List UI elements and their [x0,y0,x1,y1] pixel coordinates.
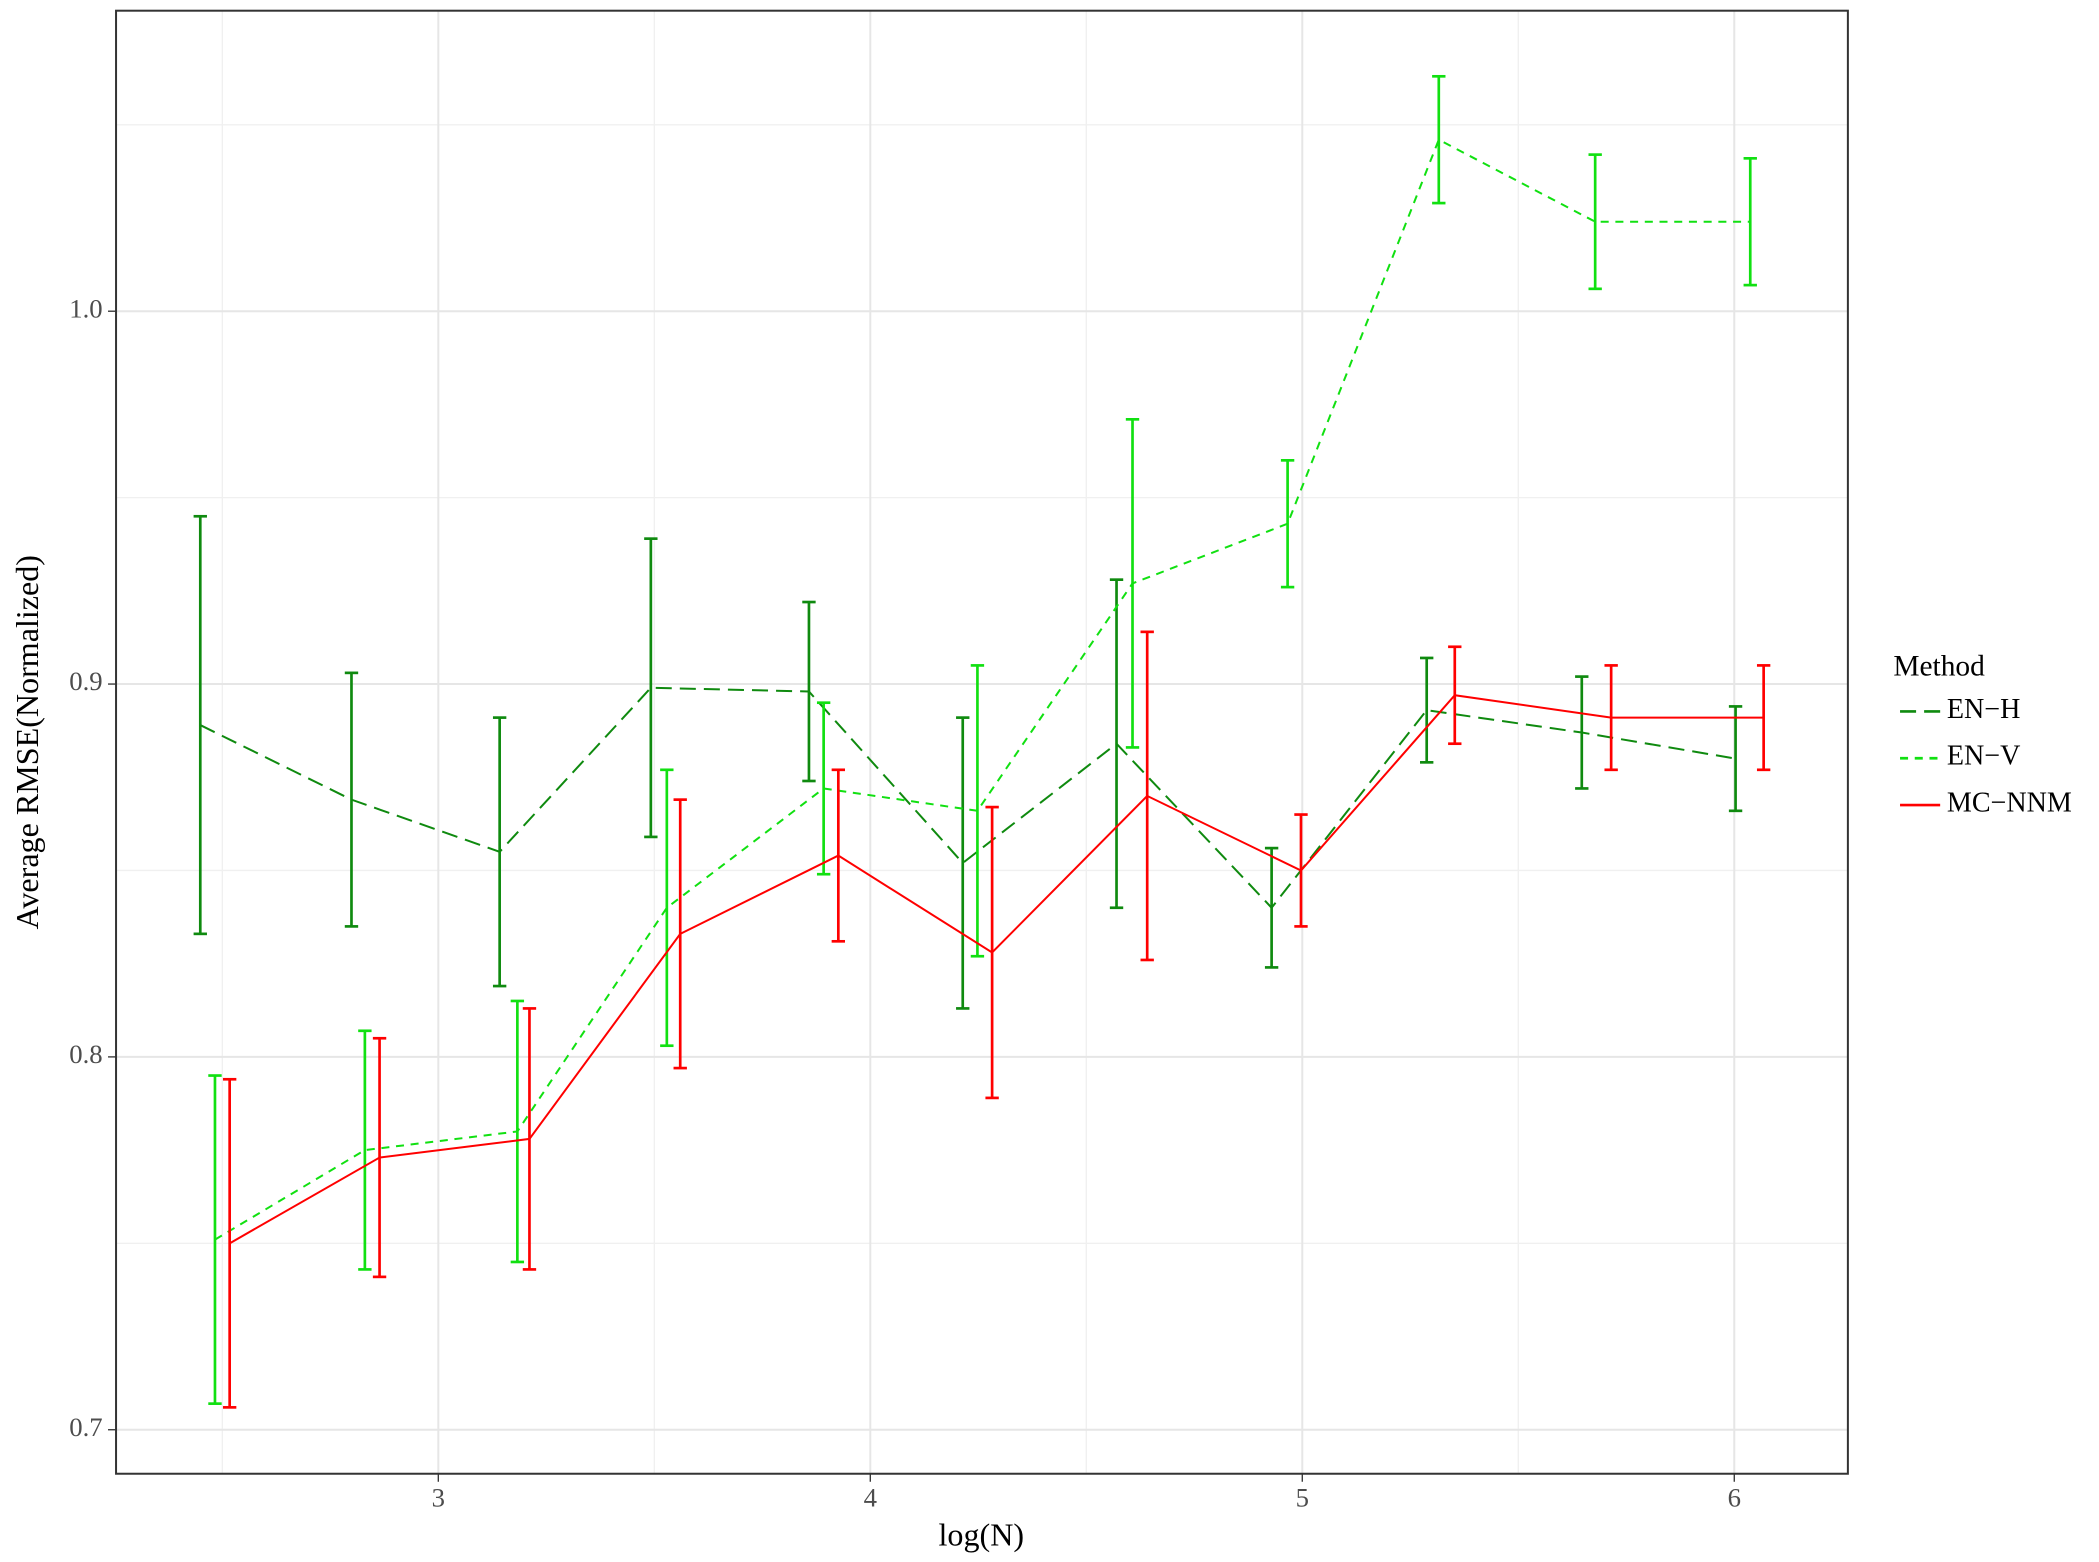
legend-label: EN−V [1947,741,2021,772]
legend-label: MC−NNM [1947,788,2072,819]
error-bar [970,664,985,958]
error-bar [1420,656,1434,764]
error-bar [222,1077,237,1409]
error-bar [1280,459,1295,589]
series-line [199,686,1736,910]
legend-label: EN−H [1947,694,2021,725]
series-line [214,138,1751,1241]
series-line [229,694,1764,1245]
y-tick-label: 0.8 [69,1039,102,1069]
y-tick-label: 1.0 [69,293,102,323]
y-tick-label: 0.7 [69,1412,102,1442]
error-bar [644,537,658,839]
x-axis-label: log(N) [939,1516,1025,1552]
error-bar [358,1029,372,1271]
legend-title: Method [1893,650,1985,682]
x-tick-label: 6 [1728,1483,1741,1513]
error-bar [956,716,970,1010]
error-bar [1588,153,1602,291]
error-bar [1728,705,1743,813]
error-bar [660,768,674,1048]
error-bar [816,701,831,876]
y-tick-label: 0.9 [69,666,102,696]
x-tick-label: 4 [864,1483,877,1513]
y-axis-label: Average RMSE(Normalized) [9,555,45,929]
x-tick-label: 3 [432,1483,445,1513]
error-bar [193,514,207,936]
x-tick-label: 5 [1296,1483,1309,1513]
error-bar [1432,74,1446,205]
plot-border [115,9,1849,1475]
